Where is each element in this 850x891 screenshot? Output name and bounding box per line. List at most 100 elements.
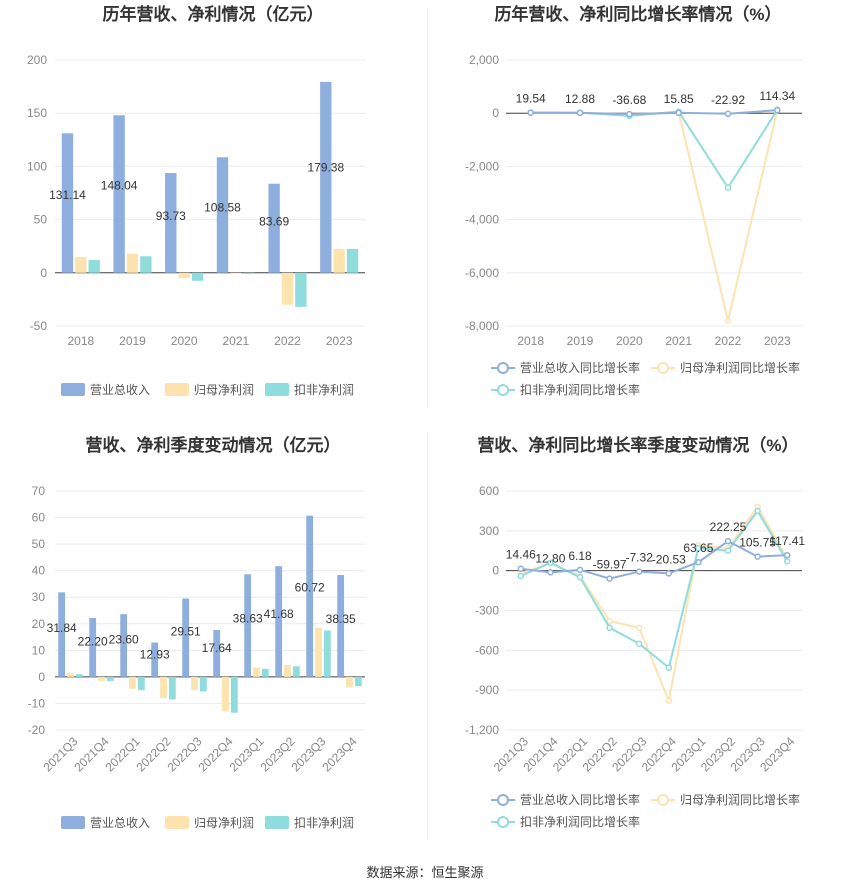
data-label: 148.04 bbox=[101, 178, 138, 192]
y-tick-label: -300 bbox=[475, 604, 499, 618]
y-tick-label: 0 bbox=[492, 564, 499, 578]
y-tick-label: -2,000 bbox=[465, 159, 499, 173]
data-label: -7.32 bbox=[626, 551, 654, 565]
bar bbox=[106, 676, 114, 681]
y-tick-label: -50 bbox=[30, 319, 48, 333]
data-point bbox=[576, 574, 584, 581]
data-label: 14.46 bbox=[506, 548, 536, 562]
y-tick-label: 70 bbox=[32, 484, 46, 498]
y-tick-label: 2,000 bbox=[469, 53, 499, 67]
bar bbox=[230, 676, 238, 713]
legend-swatch bbox=[497, 794, 509, 806]
x-tick-label: 2018 bbox=[67, 334, 94, 348]
legend-label: 营业总收入同比增长率 bbox=[520, 792, 640, 807]
bar bbox=[253, 667, 260, 677]
bar bbox=[275, 566, 283, 677]
data-label: 15.85 bbox=[664, 92, 694, 106]
x-tick-label: 2022 bbox=[715, 334, 742, 348]
data-label: 63.65 bbox=[683, 541, 713, 555]
data-point bbox=[665, 664, 673, 671]
bar bbox=[140, 256, 152, 273]
chart-title: 历年营收、净利同比增长率情况（%） bbox=[494, 4, 781, 24]
bar bbox=[182, 598, 190, 677]
data-label: -20.53 bbox=[652, 552, 686, 566]
panel-divider bbox=[427, 432, 428, 840]
bar bbox=[191, 272, 204, 281]
bar bbox=[354, 676, 362, 687]
series-line bbox=[520, 539, 788, 580]
data-point bbox=[754, 553, 761, 560]
legend-label: 归母净利润同比增长率 bbox=[680, 792, 800, 807]
data-point bbox=[665, 570, 673, 577]
legend-label: 扣非净利润 bbox=[294, 383, 354, 397]
data-label: 60.72 bbox=[295, 580, 325, 594]
legend-label: 扣非净利润同比增长率 bbox=[520, 814, 640, 829]
data-label: 31.84 bbox=[47, 621, 77, 635]
data-point bbox=[626, 110, 633, 118]
data-label: 179.38 bbox=[307, 161, 344, 175]
data-point bbox=[695, 558, 702, 566]
y-tick-label: 100 bbox=[27, 159, 47, 173]
data-label: 93.73 bbox=[156, 209, 186, 223]
data-point bbox=[695, 544, 702, 552]
bar bbox=[320, 81, 332, 273]
data-point bbox=[635, 640, 643, 647]
bar bbox=[315, 627, 322, 677]
x-tick-label: 2022 bbox=[274, 334, 301, 348]
y-tick-label: 10 bbox=[32, 643, 46, 657]
bar bbox=[346, 248, 359, 273]
y-tick-label: 30 bbox=[32, 590, 46, 604]
y-tick-label: 300 bbox=[479, 524, 499, 538]
bar bbox=[120, 614, 128, 677]
data-point bbox=[783, 551, 791, 559]
data-label: 12.93 bbox=[140, 648, 170, 662]
series-line bbox=[530, 109, 779, 321]
data-point bbox=[783, 558, 791, 565]
chart-title: 历年营收、净利情况（亿元） bbox=[103, 4, 324, 24]
x-tick-label: 2020 bbox=[616, 334, 643, 348]
bar bbox=[333, 248, 345, 273]
x-tick-label: 2023 bbox=[764, 334, 791, 348]
data-label: 17.64 bbox=[202, 641, 232, 655]
bar bbox=[243, 272, 255, 274]
bar bbox=[113, 115, 125, 273]
bar bbox=[268, 183, 280, 273]
bar bbox=[129, 676, 136, 689]
bar bbox=[88, 260, 100, 273]
legend-swatch bbox=[497, 816, 509, 828]
data-point bbox=[635, 624, 643, 632]
bar bbox=[281, 272, 294, 305]
legend-label: 营业总收入 bbox=[90, 816, 150, 830]
data-label: 222.25 bbox=[710, 520, 747, 534]
bar bbox=[199, 676, 207, 692]
bar bbox=[137, 676, 145, 691]
panel-divider bbox=[427, 8, 428, 408]
bar bbox=[230, 272, 242, 274]
data-label: 22.20 bbox=[78, 635, 108, 649]
data-label: 38.63 bbox=[233, 612, 263, 626]
data-label: 19.54 bbox=[516, 92, 546, 106]
bar bbox=[216, 157, 229, 273]
y-tick-label: 50 bbox=[34, 213, 48, 227]
legend-swatch bbox=[61, 816, 85, 829]
x-tick-label: 2023 bbox=[326, 334, 353, 348]
y-tick-label: 0 bbox=[40, 266, 47, 280]
y-tick-label: 600 bbox=[479, 484, 499, 498]
data-point bbox=[576, 566, 584, 574]
data-point bbox=[724, 110, 732, 118]
legend-swatch bbox=[657, 362, 669, 374]
bar bbox=[160, 676, 167, 699]
data-point bbox=[635, 568, 643, 575]
data-label: -59.97 bbox=[593, 558, 627, 572]
data-point bbox=[675, 109, 682, 117]
data-label: 108.58 bbox=[204, 201, 241, 215]
data-label: 83.69 bbox=[259, 215, 289, 229]
legend-label: 营业总收入同比增长率 bbox=[520, 360, 640, 375]
data-point bbox=[724, 317, 732, 324]
data-label: 117.41 bbox=[769, 534, 805, 548]
x-tick-label: 2021 bbox=[665, 334, 692, 348]
bar bbox=[292, 666, 300, 677]
y-tick-label: -1,200 bbox=[465, 723, 499, 737]
bar bbox=[346, 676, 353, 688]
